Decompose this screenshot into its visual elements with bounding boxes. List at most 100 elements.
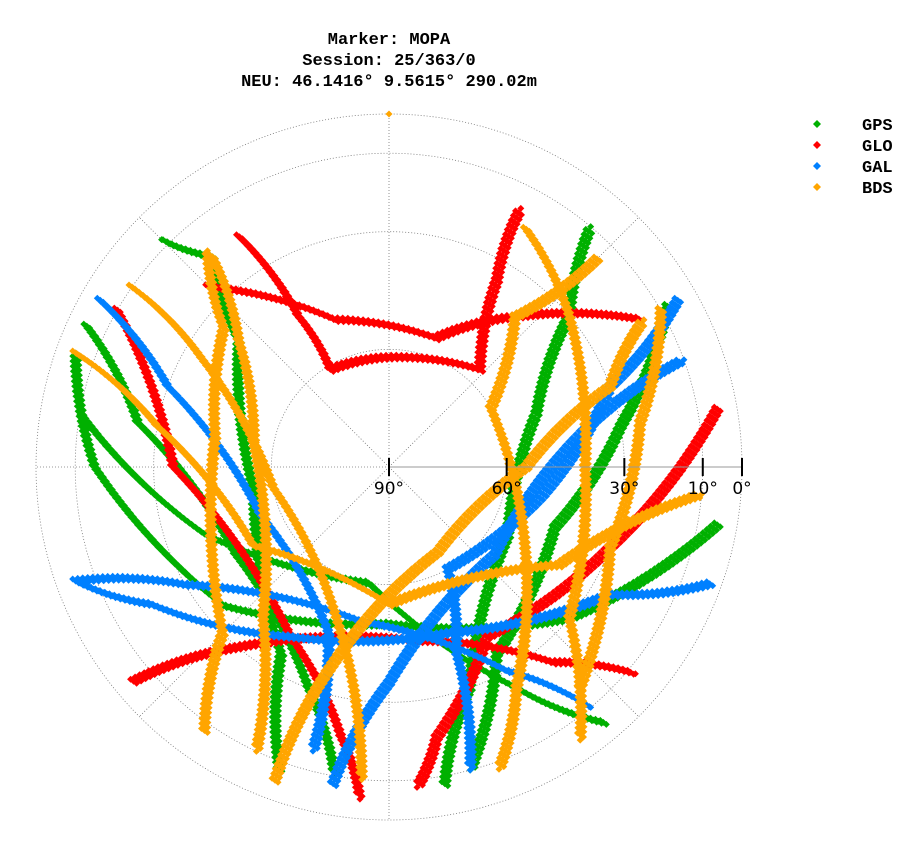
data-point bbox=[276, 687, 284, 695]
data-point bbox=[77, 391, 85, 399]
data-point bbox=[535, 411, 543, 419]
data-point bbox=[307, 620, 315, 628]
data-point bbox=[588, 229, 596, 237]
data-point bbox=[279, 657, 287, 665]
data-point bbox=[136, 521, 144, 529]
chart-title-line-1: Marker: MOPA bbox=[327, 31, 451, 50]
data-point bbox=[480, 616, 488, 624]
data-point bbox=[274, 717, 282, 725]
data-point bbox=[247, 610, 255, 618]
data-point bbox=[716, 523, 724, 531]
data-point bbox=[275, 732, 283, 740]
data-point bbox=[127, 509, 135, 517]
data-point bbox=[484, 601, 491, 609]
data-point bbox=[84, 431, 92, 439]
data-point bbox=[243, 609, 250, 617]
data-point bbox=[133, 517, 141, 525]
data-point bbox=[76, 381, 84, 389]
chart-title-line-3: NEU: 46.1416° 9.5615° 290.02m bbox=[241, 73, 537, 92]
data-point bbox=[275, 727, 283, 735]
data-point bbox=[537, 402, 545, 410]
data-point bbox=[275, 692, 283, 700]
data-point bbox=[709, 530, 717, 537]
data-point bbox=[97, 469, 105, 477]
data-point bbox=[188, 575, 196, 583]
data-point bbox=[149, 536, 157, 544]
data-point bbox=[87, 441, 95, 449]
data-point bbox=[77, 386, 85, 394]
data-point bbox=[446, 767, 454, 775]
data-point bbox=[223, 604, 231, 612]
data-point bbox=[297, 619, 305, 626]
data-point bbox=[571, 293, 579, 301]
data-point bbox=[143, 528, 151, 536]
data-point bbox=[538, 397, 546, 405]
data-point bbox=[277, 677, 284, 685]
data-point bbox=[228, 605, 236, 613]
data-point bbox=[88, 446, 96, 454]
azimuth-gridline bbox=[388, 466, 639, 717]
data-point bbox=[482, 606, 490, 614]
data-point bbox=[543, 621, 551, 628]
data-point bbox=[275, 737, 283, 745]
data-point bbox=[120, 502, 128, 510]
data-point bbox=[558, 618, 566, 626]
data-point bbox=[76, 376, 84, 384]
data-point bbox=[181, 568, 189, 576]
data-point bbox=[445, 772, 453, 780]
data-point bbox=[238, 608, 245, 615]
data-point bbox=[85, 436, 93, 444]
data-point bbox=[156, 543, 164, 551]
azimuth-gridline bbox=[139, 217, 390, 468]
data-point bbox=[75, 371, 83, 379]
data-point bbox=[279, 662, 286, 670]
satellite-tracks bbox=[69, 110, 724, 803]
data-point bbox=[481, 611, 489, 619]
data-point bbox=[117, 498, 125, 506]
data-point bbox=[444, 777, 452, 785]
data-point bbox=[75, 361, 83, 369]
data-point bbox=[570, 298, 578, 306]
data-point bbox=[449, 747, 457, 755]
data-point bbox=[163, 550, 171, 558]
chart-title-line-2: Session: 25/363/0 bbox=[302, 52, 476, 71]
data-point bbox=[539, 392, 547, 400]
data-point bbox=[713, 526, 720, 534]
data-point bbox=[278, 667, 286, 675]
data-point bbox=[652, 572, 660, 579]
data-point bbox=[693, 542, 701, 550]
data-point bbox=[160, 547, 168, 555]
data-point bbox=[102, 477, 110, 485]
data-point bbox=[167, 554, 175, 562]
data-point bbox=[276, 682, 284, 690]
data-point bbox=[153, 540, 161, 547]
data-point bbox=[275, 707, 282, 715]
data-point bbox=[444, 782, 452, 790]
data-point bbox=[536, 407, 544, 414]
data-point bbox=[587, 223, 595, 231]
data-point bbox=[274, 712, 282, 720]
data-point bbox=[312, 620, 320, 628]
data-point bbox=[275, 702, 283, 710]
data-point bbox=[538, 621, 546, 629]
data-point bbox=[540, 387, 548, 395]
data-point bbox=[451, 738, 459, 746]
data-point bbox=[108, 486, 116, 494]
data-point bbox=[448, 752, 456, 760]
data-point bbox=[450, 743, 458, 751]
data-point bbox=[548, 620, 556, 628]
data-point bbox=[185, 571, 192, 579]
data-point bbox=[174, 561, 182, 569]
data-point bbox=[553, 619, 561, 627]
data-point bbox=[571, 288, 579, 296]
data-point bbox=[292, 618, 300, 626]
data-point bbox=[697, 539, 705, 547]
data-point bbox=[447, 757, 455, 765]
data-point bbox=[705, 533, 713, 541]
data-point bbox=[287, 617, 295, 625]
data-point bbox=[446, 762, 454, 770]
data-point bbox=[105, 482, 113, 489]
data-point bbox=[302, 619, 310, 627]
data-point bbox=[342, 622, 350, 630]
